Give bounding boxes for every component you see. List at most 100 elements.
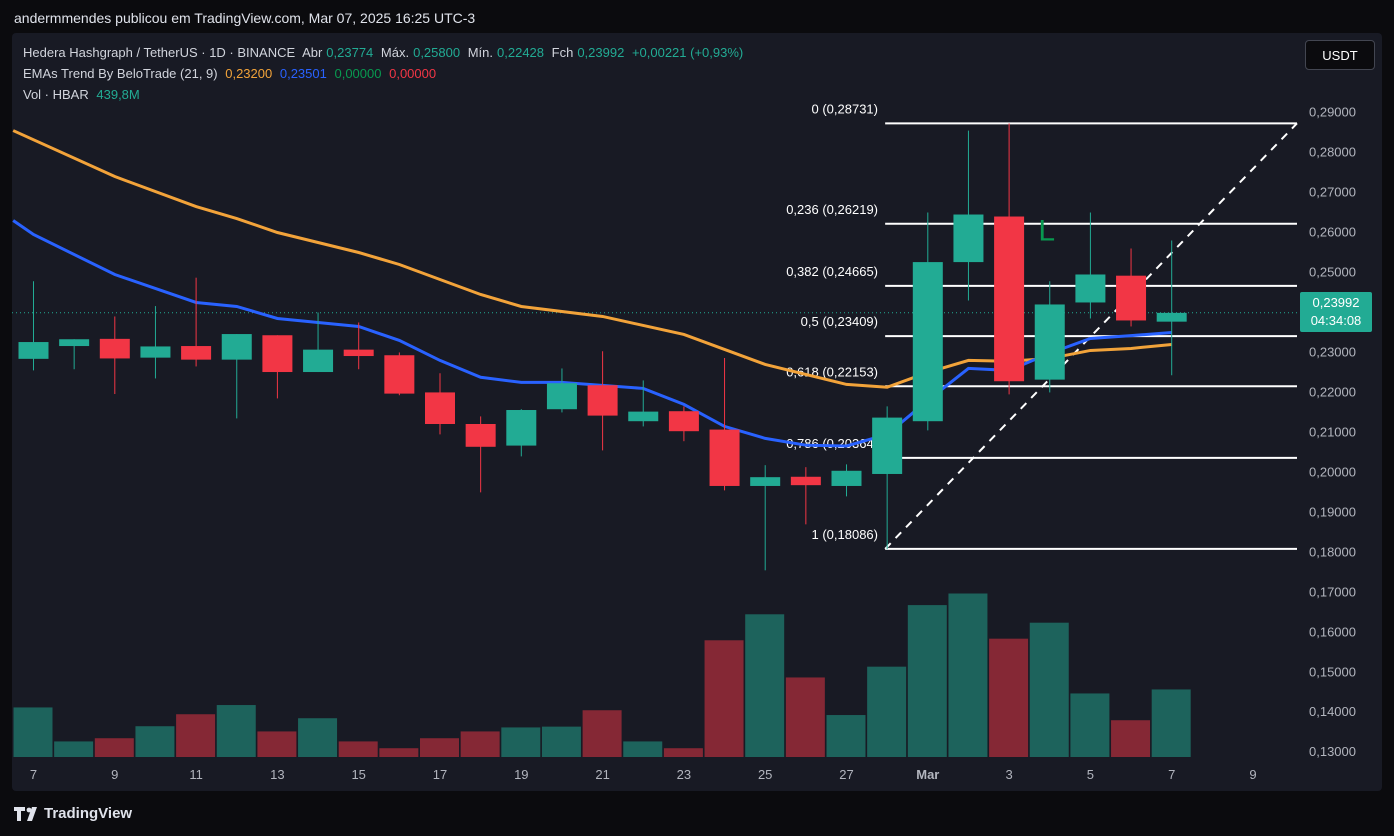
candle-body — [546, 383, 577, 410]
candle-body — [912, 262, 943, 422]
volume-bar — [298, 718, 338, 757]
ema-signal-up-value: 0,00000 — [334, 66, 382, 81]
volume-bar — [704, 640, 744, 757]
x-tick-label: 15 — [351, 767, 365, 782]
volume-bar — [623, 741, 663, 757]
volume-bar — [13, 707, 53, 757]
volume-bar — [135, 726, 175, 757]
candle-body — [221, 334, 252, 360]
currency-button[interactable]: USDT — [1305, 40, 1375, 70]
candle-body — [303, 349, 334, 373]
candle-body — [18, 342, 49, 359]
y-tick-label: 0,27000 — [1309, 185, 1356, 200]
y-tick-label: 0,23000 — [1309, 344, 1356, 359]
candle-body — [506, 410, 537, 446]
last-price-value: 0,23992 — [1312, 295, 1360, 310]
y-tick-label: 0,13000 — [1309, 744, 1356, 759]
x-tick-label: 11 — [189, 767, 203, 782]
y-tick-label: 0,26000 — [1309, 225, 1356, 240]
y-tick-label: 0,29000 — [1309, 105, 1356, 120]
fib-level-label: 1 (0,18086) — [812, 527, 879, 542]
low-label: Mín. — [467, 45, 494, 60]
candle-body — [59, 339, 90, 347]
volume-bar — [420, 738, 459, 757]
candle-body — [425, 392, 455, 425]
open-value: 0,23774 — [326, 45, 374, 60]
candle-body — [1034, 304, 1065, 380]
x-tick-label: 9 — [111, 767, 118, 782]
ema-signal-down-value: 0,00000 — [389, 66, 437, 81]
y-tick-label: 0,16000 — [1309, 624, 1356, 639]
candle-body — [831, 470, 862, 486]
x-tick-label: 19 — [514, 767, 528, 782]
fib-level-label: 0,786 (0,20364) — [786, 436, 878, 451]
fib-level-label: 0,236 (0,26219) — [786, 202, 878, 217]
fib-level-label: 0,5 (0,23409) — [801, 314, 878, 329]
volume-bar — [54, 741, 94, 757]
volume-bar — [1151, 689, 1191, 757]
x-tick-label: 25 — [758, 767, 772, 782]
high-label: Máx. — [380, 45, 410, 60]
buy-signal-label: L — [1038, 215, 1055, 248]
x-tick-label: 7 — [30, 767, 37, 782]
candle-body — [465, 424, 496, 447]
volume-bar — [745, 614, 785, 757]
candle-body — [140, 346, 171, 358]
volume-bar — [663, 748, 703, 757]
fib-level-label: 0 (0,28731) — [812, 101, 879, 116]
y-tick-label: 0,22000 — [1309, 384, 1356, 399]
candle-body — [384, 355, 415, 394]
publisher-line: andermmendes publicou em TradingView.com… — [14, 10, 476, 26]
volume-legend: Vol · HBAR 439,8M — [23, 87, 144, 102]
volume-value: 439,8M — [96, 87, 140, 102]
symbol-legend: Hedera Hashgraph / TetherUS · 1D · BINAN… — [23, 45, 747, 60]
x-tick-label: 17 — [433, 767, 447, 782]
volume-bar — [989, 638, 1029, 757]
x-tick-label: 5 — [1087, 767, 1094, 782]
close-label: Fch — [551, 45, 574, 60]
change-value: +0,00221 (+0,93%) — [631, 45, 744, 60]
candle-body — [750, 477, 781, 486]
fib-level-label: 0,382 (0,24665) — [786, 264, 878, 279]
ema-indicator-name[interactable]: EMAs Trend By BeloTrade (21, 9) — [23, 66, 218, 81]
x-tick-label: 27 — [839, 767, 853, 782]
y-tick-label: 0,25000 — [1309, 264, 1356, 279]
close-value: 0,23992 — [577, 45, 625, 60]
open-label: Abr — [302, 45, 323, 60]
volume-label[interactable]: Vol · HBAR — [23, 87, 89, 102]
x-tick-label: Mar — [916, 767, 939, 782]
volume-bar — [867, 666, 907, 757]
volume-bar — [338, 741, 378, 757]
y-tick-label: 0,18000 — [1309, 544, 1356, 559]
volume-bar — [785, 677, 825, 757]
volume-bar — [582, 710, 622, 757]
candle-body — [668, 411, 699, 432]
tradingview-branding[interactable]: TradingView — [14, 805, 132, 822]
candle-body — [953, 214, 984, 263]
volume-bar — [257, 731, 297, 757]
symbol-title[interactable]: Hedera Hashgraph / TetherUS · 1D · BINAN… — [23, 45, 296, 60]
candle-body — [1116, 275, 1147, 321]
ema21-value: 0,23200 — [225, 66, 273, 81]
candle-body — [1156, 312, 1187, 322]
volume-bar — [379, 748, 419, 757]
low-value: 0,22428 — [497, 45, 545, 60]
brand-name: TradingView — [44, 805, 133, 822]
x-tick-label: 3 — [1005, 767, 1012, 782]
tradingview-logo-icon — [14, 806, 37, 821]
volume-bar — [176, 714, 216, 757]
last-price-tag: 0,23992 04:34:08 — [1300, 292, 1372, 332]
volume-bar — [460, 731, 500, 757]
candle-body — [181, 346, 212, 360]
candle-body — [628, 411, 659, 422]
ema9-value: 0,23501 — [279, 66, 327, 81]
volume-bar — [948, 593, 988, 757]
volume-bar — [94, 738, 134, 757]
volume-bar — [541, 726, 581, 757]
volume-bar — [1029, 622, 1069, 757]
candle-body — [709, 429, 740, 486]
y-tick-label: 0,19000 — [1309, 504, 1356, 519]
candle-body — [99, 338, 130, 359]
volume-bar — [826, 715, 866, 757]
